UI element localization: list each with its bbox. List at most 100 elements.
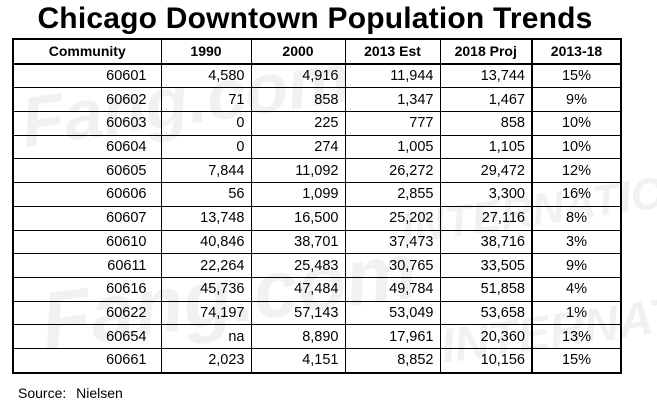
table-cell: 1,467 <box>439 87 533 113</box>
table-cell: 71 <box>160 87 252 113</box>
table-cell: na <box>160 324 252 349</box>
table-cell: 17,961 <box>344 324 441 349</box>
table-cell: 15% <box>531 63 622 89</box>
table-cell: 60654 <box>12 324 162 349</box>
table-row: 60622 74,197 57,143 53,049 53,658 1% <box>12 300 622 326</box>
table-cell: 12% <box>531 158 622 184</box>
table-cell: 2,855 <box>344 182 441 207</box>
table-cell: 30,765 <box>344 253 441 278</box>
table-cell: 60601 <box>12 63 162 89</box>
table-cell: 60605 <box>12 158 162 184</box>
table-cell: 3% <box>531 229 622 255</box>
table-cell: 60607 <box>12 205 162 231</box>
table-cell: 7,844 <box>160 158 252 184</box>
table-cell: 53,049 <box>344 300 441 326</box>
table-row: 60654 na 8,890 17,961 20,360 13% <box>12 324 622 349</box>
table-cell: 25,483 <box>250 253 346 278</box>
table-cell: 4,916 <box>250 63 346 89</box>
table-row: 60611 22,264 25,483 30,765 33,505 9% <box>12 253 622 278</box>
table-cell: 40,846 <box>160 229 252 255</box>
table-header-row: Community 1990 2000 2013 Est 2018 Proj 2013-1… <box>12 38 622 65</box>
table-row: 60661 2,023 4,151 8,852 10,156 15% <box>12 347 622 374</box>
table-cell: 60610 <box>12 229 162 255</box>
table-cell: 60616 <box>12 276 162 302</box>
table-row: 60601 4,580 4,916 11,944 13,744 15% <box>12 63 622 89</box>
source-value: Nielsen <box>76 385 123 401</box>
table-body: 60601 4,580 4,916 11,944 13,744 15% 60602 71 858… <box>12 63 622 374</box>
table-cell: 49,784 <box>344 276 441 302</box>
table-cell: 29,472 <box>439 158 533 184</box>
table-cell: 74,197 <box>160 300 252 326</box>
table-cell: 38,701 <box>250 229 346 255</box>
table-cell: 225 <box>250 111 346 136</box>
table-row: 60607 13,748 16,500 25,202 27,116 8% <box>12 205 622 231</box>
table-cell: 27,116 <box>439 205 533 231</box>
table-cell: 60602 <box>12 87 162 113</box>
table-cell: 38,716 <box>439 229 533 255</box>
table-row: 60605 7,844 11,092 26,272 29,472 12% <box>12 158 622 184</box>
table-row: 60606 56 1,099 2,855 3,300 16% <box>12 182 622 207</box>
table-cell: 10% <box>531 111 622 136</box>
table-cell: 16% <box>531 182 622 207</box>
table-cell: 47,484 <box>250 276 346 302</box>
table-cell: 1,005 <box>344 134 441 160</box>
column-header: 2013-18 <box>531 38 622 65</box>
table-cell: 15% <box>531 347 622 374</box>
table-cell: 1% <box>531 300 622 326</box>
table-cell: 20,360 <box>439 324 533 349</box>
table-cell: 2,023 <box>160 347 252 374</box>
source-label: Source: <box>18 385 67 401</box>
table-cell: 3,300 <box>439 182 533 207</box>
table-cell: 25,202 <box>344 205 441 231</box>
table-cell: 10% <box>531 134 622 160</box>
table-cell: 4,151 <box>250 347 346 374</box>
table-cell: 1,099 <box>250 182 346 207</box>
table-cell: 53,658 <box>439 300 533 326</box>
table-cell: 858 <box>250 87 346 113</box>
population-table: Community 1990 2000 2013 Est 2018 Proj 2013-1… <box>12 38 622 374</box>
table-cell: 9% <box>531 87 622 113</box>
table-cell: 57,143 <box>250 300 346 326</box>
table-cell: 0 <box>160 111 252 136</box>
table-cell: 9% <box>531 253 622 278</box>
table-cell: 60603 <box>12 111 162 136</box>
table-cell: 8,852 <box>344 347 441 374</box>
table-cell: 13% <box>531 324 622 349</box>
table-cell: 33,505 <box>439 253 533 278</box>
table-cell: 10,156 <box>439 347 533 374</box>
column-header: 1990 <box>160 38 252 65</box>
table-cell: 45,736 <box>160 276 252 302</box>
table-cell: 60622 <box>12 300 162 326</box>
table-cell: 26,272 <box>344 158 441 184</box>
table-cell: 51,858 <box>439 276 533 302</box>
table-cell: 16,500 <box>250 205 346 231</box>
source-note: Source: Nielsen <box>18 384 129 402</box>
table-cell: 8,890 <box>250 324 346 349</box>
table-cell: 1,105 <box>439 134 533 160</box>
table-cell: 22,264 <box>160 253 252 278</box>
column-header: 2000 <box>250 38 346 65</box>
table-row: 60610 40,846 38,701 37,473 38,716 3% <box>12 229 622 255</box>
table-cell: 8% <box>531 205 622 231</box>
table-cell: 60611 <box>12 253 162 278</box>
column-header: Community <box>12 38 162 65</box>
column-header: 2018 Proj <box>439 38 533 65</box>
table-cell: 60606 <box>12 182 162 207</box>
table-cell: 56 <box>160 182 252 207</box>
table-cell: 37,473 <box>344 229 441 255</box>
table-cell: 13,748 <box>160 205 252 231</box>
column-header: 2013 Est <box>344 38 441 65</box>
table-row: 60603 0 225 777 858 10% <box>12 111 622 136</box>
table-cell: 4% <box>531 276 622 302</box>
table-row: 60604 0 274 1,005 1,105 10% <box>12 134 622 160</box>
table-cell: 1,347 <box>344 87 441 113</box>
table-cell: 11,092 <box>250 158 346 184</box>
table-cell: 11,944 <box>344 63 441 89</box>
table-cell: 0 <box>160 134 252 160</box>
table-cell: 274 <box>250 134 346 160</box>
table-cell: 60604 <box>12 134 162 160</box>
table-cell: 60661 <box>12 347 162 374</box>
page-title: Chicago Downtown Population Trends <box>37 2 593 35</box>
table-cell: 13,744 <box>439 63 533 89</box>
table-cell: 858 <box>439 111 533 136</box>
